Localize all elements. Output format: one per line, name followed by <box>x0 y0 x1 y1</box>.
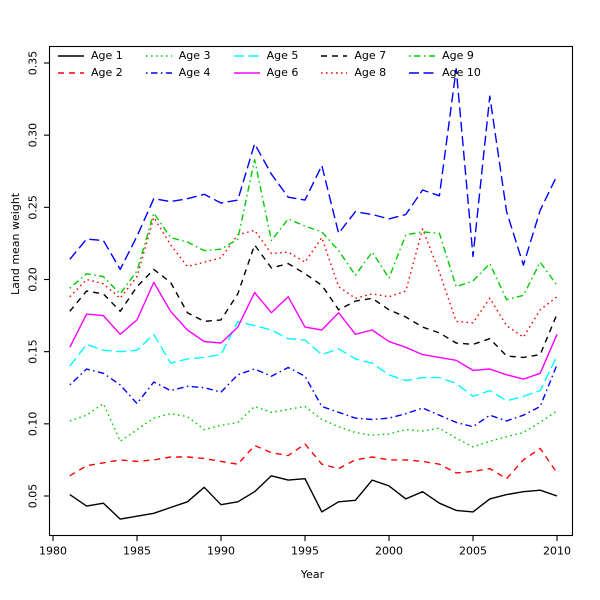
svg-text:0.25: 0.25 <box>27 195 40 220</box>
legend-line-sample <box>145 55 172 57</box>
legend-line-sample <box>145 72 172 74</box>
legend-label: Age 3 <box>178 49 211 62</box>
legend-line-sample <box>233 55 260 57</box>
legend-label: Age 8 <box>354 66 387 79</box>
legend-line-sample <box>321 72 348 74</box>
svg-text:2000: 2000 <box>375 545 403 558</box>
svg-text:2010: 2010 <box>543 545 571 558</box>
svg-text:0.20: 0.20 <box>27 267 40 292</box>
svg-text:1995: 1995 <box>291 545 319 558</box>
legend-line-sample <box>409 55 436 57</box>
legend-column: Age 3 Age 4 <box>145 49 211 80</box>
legend-label: Age 7 <box>354 49 387 62</box>
x-axis-title: Year <box>300 568 325 581</box>
svg-text:0.10: 0.10 <box>27 412 40 437</box>
legend-item-age-5: Age 5 <box>233 49 299 63</box>
legend-item-age-2: Age 2 <box>57 66 123 80</box>
legend-label: Age 9 <box>442 49 474 62</box>
legend-item-age-4: Age 4 <box>145 66 211 80</box>
legend-label: Age 2 <box>91 66 123 79</box>
legend-item-age-10: Age 10 <box>408 66 481 80</box>
legend-column: Age 7 Age 8 <box>320 49 386 80</box>
legend-label: Age 5 <box>266 49 299 62</box>
svg-text:0.05: 0.05 <box>27 484 40 509</box>
legend-item-age-6: Age 6 <box>233 66 299 80</box>
legend-item-age-7: Age 7 <box>320 49 386 63</box>
legend-label: Age 1 <box>91 49 123 62</box>
legend-line-sample <box>409 72 436 74</box>
svg-text:0.35: 0.35 <box>27 51 40 76</box>
legend-label: Age 4 <box>178 66 211 79</box>
legend: Age 1 Age 2 Age 3 Age 4 Age 5 <box>57 49 481 80</box>
legend-line-sample <box>58 55 84 57</box>
legend-item-age-3: Age 3 <box>145 49 211 63</box>
svg-text:2005: 2005 <box>459 545 487 558</box>
legend-line-sample <box>321 55 348 57</box>
svg-text:1985: 1985 <box>123 545 151 558</box>
legend-item-age-9: Age 9 <box>408 49 481 63</box>
svg-text:0.15: 0.15 <box>27 339 40 364</box>
y-axis-title: Land mean weight <box>9 192 22 295</box>
legend-column: Age 1 Age 2 <box>57 49 123 80</box>
legend-label: Age 6 <box>266 66 299 79</box>
legend-item-age-1: Age 1 <box>57 49 123 63</box>
legend-label: Age 10 <box>442 66 481 79</box>
svg-text:1990: 1990 <box>207 545 235 558</box>
legend-item-age-8: Age 8 <box>320 66 386 80</box>
svg-text:0.30: 0.30 <box>27 123 40 148</box>
legend-line-sample <box>233 72 260 74</box>
svg-text:1980: 1980 <box>39 545 67 558</box>
legend-column: Age 9 Age 10 <box>408 49 481 80</box>
legend-line-sample <box>58 72 84 74</box>
legend-column: Age 5 Age 6 <box>233 49 299 80</box>
